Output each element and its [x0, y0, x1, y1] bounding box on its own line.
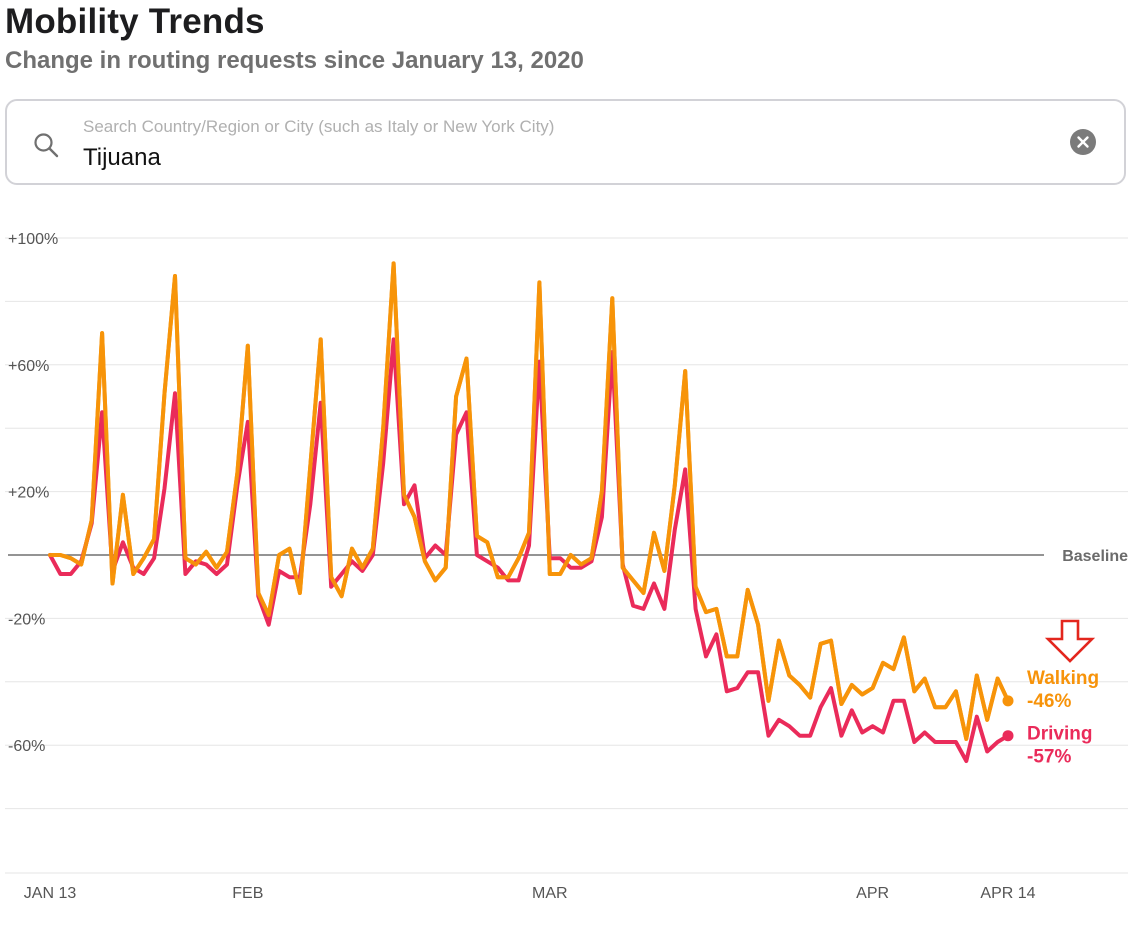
y-tick-label: -20% [8, 611, 45, 628]
series-line-driving [48, 337, 1010, 763]
series-value-label: -46% [1027, 691, 1071, 712]
y-tick-label: +20% [8, 485, 49, 502]
y-tick-label: -60% [8, 738, 45, 755]
x-tick-label: FEB [232, 885, 263, 902]
x-tick-label: APR 14 [980, 885, 1035, 902]
search-icon [34, 133, 59, 158]
x-tick-label: APR [856, 885, 889, 902]
page-title: Mobility Trends [5, 2, 265, 41]
baseline-label: Baseline [1062, 548, 1128, 565]
series-name-label: Driving [1027, 724, 1092, 745]
search-input[interactable] [81, 141, 985, 175]
search-box[interactable]: Search Country/Region or City (such as I… [5, 99, 1126, 185]
series-value-label: -57% [1027, 747, 1071, 768]
clear-search-button[interactable] [1070, 129, 1096, 155]
page-subtitle: Change in routing requests since January… [5, 47, 584, 74]
y-tick-label: +60% [8, 358, 49, 375]
end-point-walking [1002, 695, 1014, 707]
close-circle-icon [1077, 136, 1089, 148]
y-tick-label: +100% [8, 231, 58, 248]
down-arrow-icon [1044, 619, 1096, 663]
series-name-label: Walking [1027, 668, 1099, 689]
x-tick-label: JAN 13 [24, 885, 77, 902]
search-placeholder: Search Country/Region or City (such as I… [83, 117, 555, 136]
mobility-chart: +100% +60% +20% -20% -60% JAN 13 FEB MAR APR APR … [5, 231, 1128, 902]
x-tick-label: MAR [532, 885, 568, 902]
series-line-walking-overlay [48, 261, 1010, 741]
end-point-driving [1002, 730, 1014, 742]
